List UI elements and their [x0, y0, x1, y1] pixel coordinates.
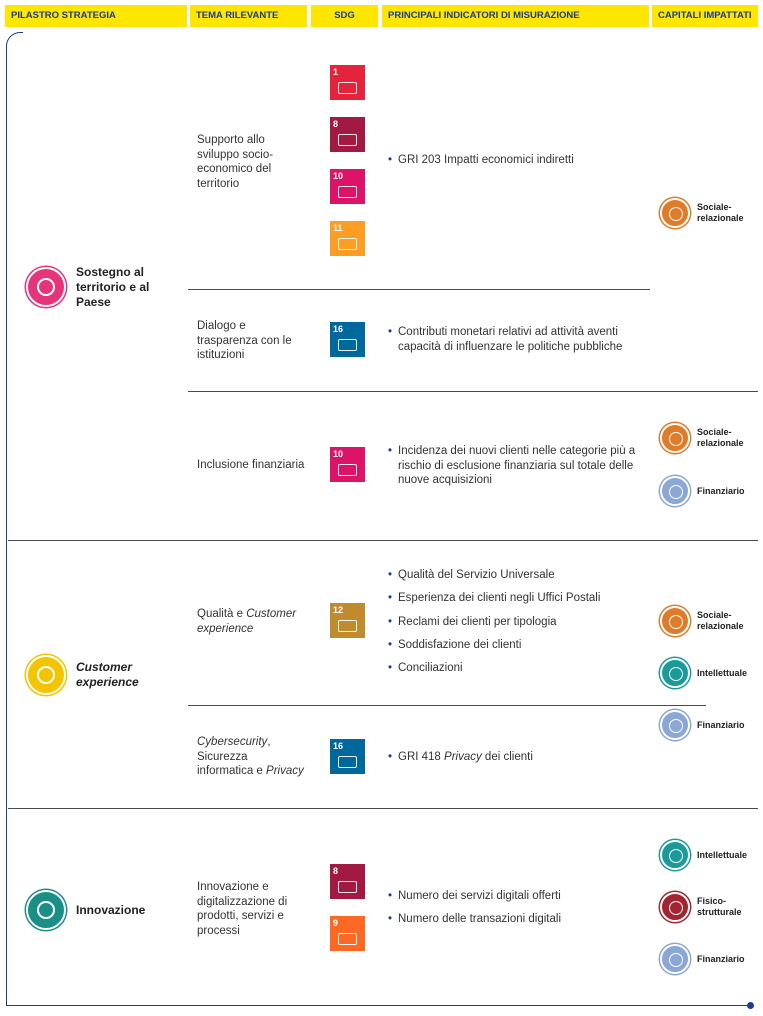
column-header: PILASTRO STRATEGIA: [5, 5, 187, 27]
topic-divider: [188, 391, 758, 392]
topic-name: Cybersecurity, Sicurezza informatica e P…: [197, 735, 305, 779]
column-header: SDG: [311, 5, 378, 27]
sdg-icon: 16: [330, 322, 365, 357]
text-part: Inclusione finanziaria: [197, 459, 305, 471]
pillar-divider: [8, 540, 758, 541]
sdg-icon: 8: [330, 864, 365, 899]
text-part: Qualità del Servizio Universale: [398, 569, 555, 581]
indicator: GRI 203 Impatti economici indiretti: [388, 153, 650, 168]
sdg-icon: 10: [330, 169, 365, 204]
pillar-icon: [26, 267, 66, 307]
text-part: Soddisfazione dei clienti: [398, 639, 522, 651]
indicator: Contributi monetari relativi ad attività…: [388, 325, 650, 354]
capital-icon: [660, 658, 690, 688]
topic-name: Innovazione e digitalizzazione di prodot…: [197, 880, 305, 938]
pillar-icon: [26, 655, 66, 695]
text-part: GRI 418: [398, 751, 445, 763]
text-part: Innovazione e digitalizzazione di prodot…: [197, 881, 288, 937]
sdg-icon: 8: [330, 117, 365, 152]
column-header: TEMA RILEVANTE: [190, 5, 307, 27]
capital-icon: [660, 840, 690, 870]
topic-name: Supporto allo sviluppo socio-economico d…: [197, 133, 305, 191]
capital-icon: [660, 423, 690, 453]
capital-label: Intellettuale: [697, 667, 748, 678]
capital-label: Sociale-relazionale: [697, 202, 744, 223]
text-part: Esperienza dei clienti negli Uffici Post…: [398, 592, 601, 604]
text-part: Cybersecurity: [197, 736, 268, 748]
indicator: Qualità del Servizio Universale: [388, 568, 650, 583]
text-part: GRI 203 Impatti economici indiretti: [398, 154, 574, 166]
frame-bottom: [6, 1005, 750, 1007]
indicator: GRI 418 Privacy dei clienti: [388, 750, 650, 765]
capital-icon: [660, 892, 690, 922]
capital-icon: [660, 476, 690, 506]
capital-label: Finanziario: [697, 485, 745, 496]
text-part: Conciliazioni: [398, 662, 463, 674]
capital-label: Sociale-relazionale: [697, 427, 744, 448]
indicator: Soddisfazione dei clienti: [388, 638, 650, 653]
text-part: Numero delle transazioni digitali: [398, 913, 561, 925]
text-part: Customer experience: [197, 608, 297, 635]
sdg-icon: 9: [330, 916, 365, 951]
sdg-icon: 10: [330, 447, 365, 482]
text-part: Reclami dei clienti per tipologia: [398, 616, 557, 628]
sdg-icon: 1: [330, 65, 365, 100]
indicator: Numero delle transazioni digitali: [388, 912, 650, 927]
text-part: Privacy: [266, 765, 304, 777]
frame-dot: [747, 1002, 754, 1009]
pillar-name: Customer experience: [76, 660, 156, 690]
text-part: Incidenza dei nuovi clienti nelle catego…: [398, 445, 636, 486]
topic-divider: [188, 289, 650, 290]
indicator: Numero dei servizi digitali offerti: [388, 889, 650, 904]
text-part: Qualità e: [197, 608, 247, 620]
indicator: Incidenza dei nuovi clienti nelle catego…: [388, 444, 650, 488]
indicator: Esperienza dei clienti negli Uffici Post…: [388, 591, 650, 606]
capital-icon: [660, 606, 690, 636]
capital-icon: [660, 710, 690, 740]
text-part: dei clienti: [481, 751, 533, 763]
pillar-name: Innovazione: [76, 903, 156, 918]
capital-label: Finanziario: [697, 953, 745, 964]
capital-label: Sociale-relazionale: [697, 610, 744, 631]
text-part: Contributi monetari relativi ad attività…: [398, 326, 623, 353]
sdg-icon: 12: [330, 603, 365, 638]
capital-icon: [660, 198, 690, 228]
capital-label: Fisico-strutturale: [697, 896, 742, 917]
topic-name: Qualità e Customer experience: [197, 607, 305, 636]
indicator: Reclami dei clienti per tipologia: [388, 615, 650, 630]
topic-name: Dialogo e trasparenza con le istituzioni: [197, 319, 305, 363]
text-part: Privacy: [444, 751, 482, 763]
capital-label: Finanziario: [697, 719, 745, 730]
column-header: PRINCIPALI INDICATORI DI MISURAZIONE: [382, 5, 649, 27]
sdg-icon: 16: [330, 739, 365, 774]
pillar-icon: [26, 890, 66, 930]
capital-label: Intellettuale: [697, 849, 748, 860]
indicator: Conciliazioni: [388, 661, 650, 676]
text-part: Numero dei servizi digitali offerti: [398, 890, 561, 902]
pillar-name: Sostegno al territorio e al Paese: [76, 265, 156, 310]
text-part: Supporto allo sviluppo socio-economico d…: [197, 134, 274, 190]
pillar-divider: [8, 808, 758, 809]
text-part: Customer experience: [76, 660, 139, 689]
text-part: Dialogo e trasparenza con le istituzioni: [197, 320, 292, 361]
text-part: , Sicurezza informatica e: [197, 736, 271, 777]
text-part: Sostegno al territorio e al Paese: [76, 264, 150, 309]
frame-corner: [6, 32, 23, 1006]
capital-icon: [660, 944, 690, 974]
sdg-icon: 11: [330, 221, 365, 256]
topic-name: Inclusione finanziaria: [197, 458, 305, 473]
topic-divider: [188, 705, 706, 706]
text-part: Innovazione: [76, 902, 146, 917]
column-header: CAPITALI IMPATTATI: [652, 5, 758, 27]
